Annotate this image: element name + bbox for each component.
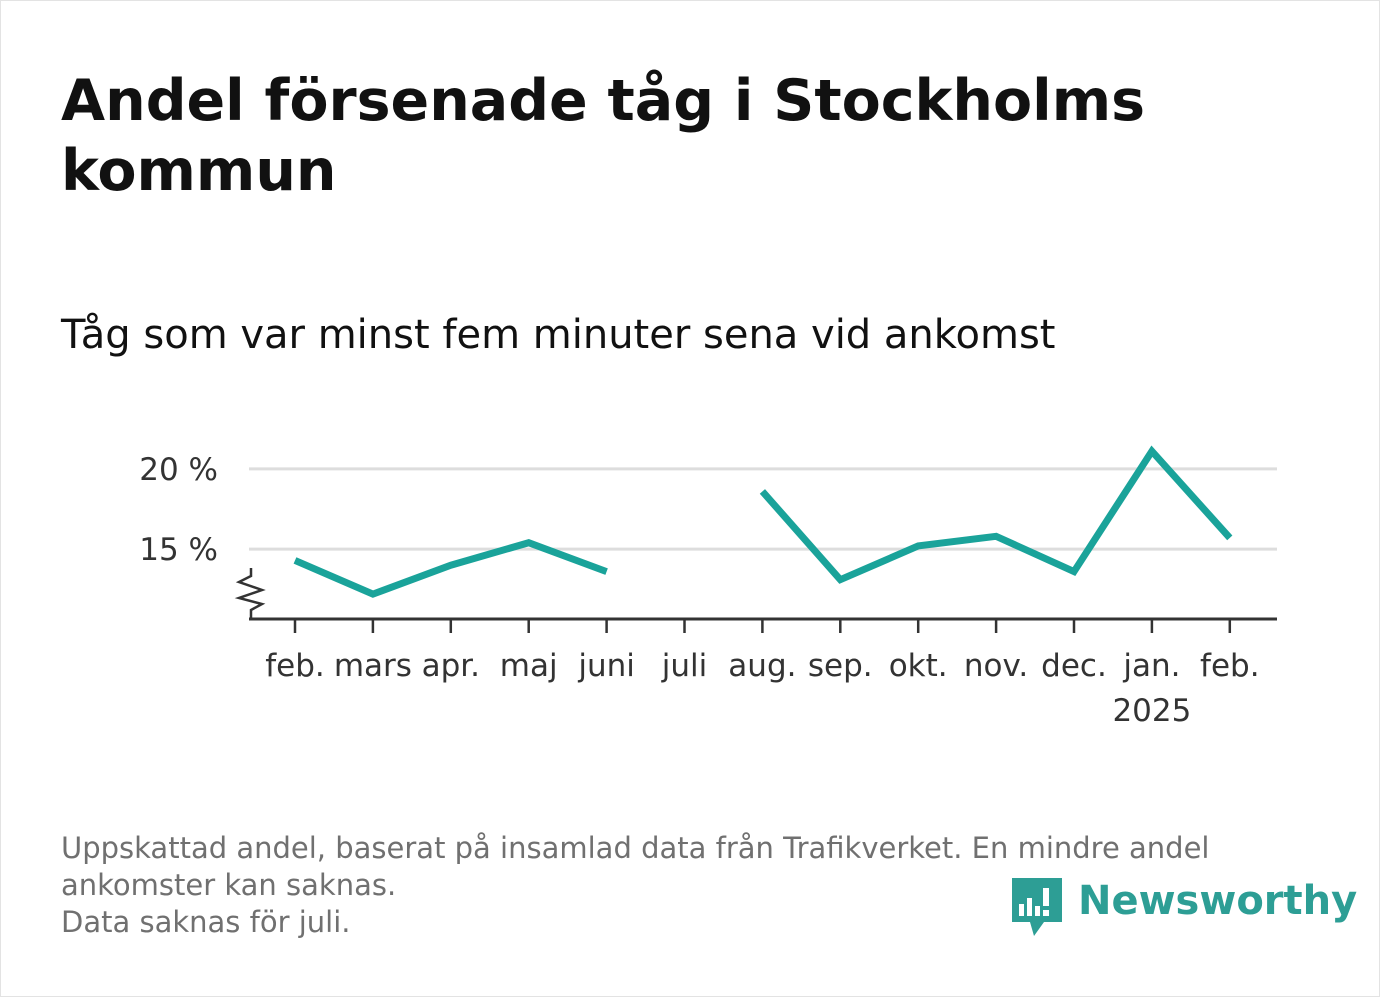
chart-footnote: Uppskattad andel, baserat på insamlad da… xyxy=(61,830,1321,941)
x-tick-label: nov. xyxy=(964,648,1028,684)
x-tick-label: maj xyxy=(500,648,558,684)
y-tick-label: 15 % xyxy=(139,532,218,568)
gridlines xyxy=(249,467,1277,551)
data-series xyxy=(293,445,1233,598)
x-tick-label: jan. xyxy=(1122,648,1180,684)
series-line xyxy=(293,539,608,598)
x-tick-label: juli xyxy=(661,648,708,684)
x-axis-tick-labels: feb. mars apr. maj juni juli aug. sep. okt. nov. d… xyxy=(265,648,1259,729)
footnote-line: Uppskattad andel, baserat på insamlad da… xyxy=(61,831,1210,865)
footnote-line: ankomster kan saknas. xyxy=(61,868,397,902)
x-tick-label: sep. xyxy=(808,648,873,684)
x-tick-label: juni xyxy=(577,648,635,684)
x-tick-label: feb. xyxy=(265,648,325,684)
x-axis xyxy=(234,568,1277,633)
x-tick-label: dec. xyxy=(1041,648,1107,684)
y-axis-tick-labels: 15 % 20 % xyxy=(139,452,218,568)
y-tick-label: 20 % xyxy=(139,452,218,488)
x-tick-label: aug. xyxy=(728,648,796,684)
chart-title: Andel försenade tåg i Stockholms kommun xyxy=(61,68,1146,204)
x-tick-label: mars xyxy=(334,648,412,684)
chart-subtitle: Tåg som var minst fem minuter sena vid a… xyxy=(61,312,1056,358)
x-tick-label: okt. xyxy=(889,648,948,684)
x-tick-label: apr. xyxy=(422,648,480,684)
footnote-line: Data saknas för juli. xyxy=(61,905,351,939)
axis-break-symbol xyxy=(234,568,266,619)
x-tick-label: feb. xyxy=(1200,648,1260,684)
newsworthy-brand: Newsworthy xyxy=(1012,878,1357,940)
line-chart: 15 %20 % feb. mars apr. maj juni juli aug. sep.… xyxy=(139,445,1277,729)
brand-name: Newsworthy xyxy=(1078,878,1358,924)
newsworthy-logo-icon xyxy=(1012,878,1062,936)
year-label: 2025 xyxy=(1112,693,1191,729)
series-line xyxy=(759,445,1233,584)
